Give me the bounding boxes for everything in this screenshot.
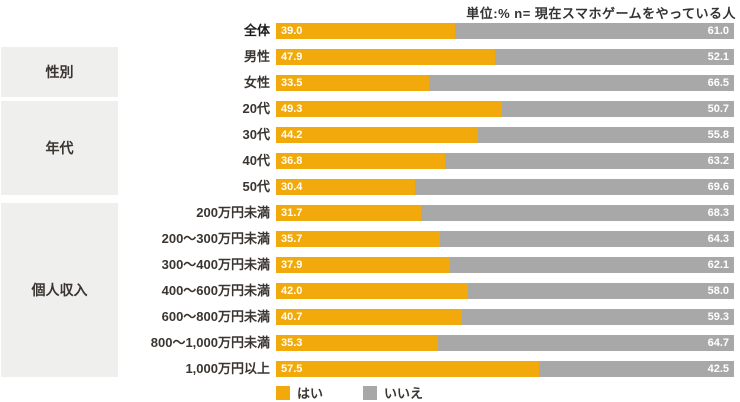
row-label: 200万円未満	[196, 205, 270, 220]
legend-swatch-yes	[276, 385, 290, 400]
bar-track: 31.7 68.3	[276, 205, 734, 221]
bar-segment-yes: 30.4	[276, 179, 416, 195]
bar-track: 36.8 63.2	[276, 153, 734, 169]
row-label: 1,000万円以上	[185, 361, 270, 376]
group-label-gender: 性別	[45, 64, 74, 80]
chart-row: 200万円未満 31.7 68.3	[0, 205, 740, 221]
bar-track: 42.0 58.0	[276, 283, 734, 299]
chart-row: 男性 47.9 52.1	[0, 49, 740, 65]
group-box-gender: 性別	[1, 47, 118, 97]
bar-segment-yes: 40.7	[276, 309, 463, 325]
group-box-income: 個人収入	[1, 203, 118, 377]
unit-note: 単位:% n= 現在スマホゲームをやっている人	[466, 6, 736, 21]
bar-segment-no: 52.1	[495, 49, 734, 65]
bar-rows-container: 全体 39.0 61.0 男性 47.9 52.1 女性 33.5 66.5 20代 49.3 50.…	[0, 23, 740, 387]
bar-segment-yes: 36.8	[276, 153, 445, 169]
bar-segment-yes: 37.9	[276, 257, 450, 273]
chart-row: 40代 36.8 63.2	[0, 153, 740, 169]
bar-track: 57.5 42.5	[276, 361, 734, 377]
bar-segment-no: 69.6	[415, 179, 734, 195]
row-label: 男性	[243, 49, 270, 64]
bar-track: 44.2 55.8	[276, 127, 734, 143]
row-label: 全体	[243, 23, 270, 38]
bar-segment-yes: 44.2	[276, 127, 479, 143]
bar-segment-no: 66.5	[429, 75, 734, 91]
legend-swatch-no	[363, 385, 378, 400]
chart-row: 50代 30.4 69.6	[0, 179, 740, 195]
bar-track: 35.7 64.3	[276, 231, 734, 247]
chart-row: 600〜800万円未満 40.7 59.3	[0, 309, 740, 325]
bar-segment-no: 42.5	[539, 361, 734, 377]
bar-segment-no: 64.3	[439, 231, 734, 247]
bar-segment-no: 58.0	[468, 283, 734, 299]
bar-track: 40.7 59.3	[276, 309, 734, 325]
legend: はい いいえ	[276, 383, 463, 402]
row-label: 30代	[242, 127, 270, 142]
chart-row: 20代 49.3 50.7	[0, 101, 740, 117]
row-label: 600〜800万円未満	[161, 309, 270, 324]
row-label: 300〜400万円未満	[161, 257, 270, 272]
chart-row: 1,000万円以上 57.5 42.5	[0, 361, 740, 377]
bar-segment-yes: 33.5	[276, 75, 430, 91]
group-box-age: 年代	[1, 101, 118, 195]
bar-segment-yes: 57.5	[276, 361, 540, 377]
bar-segment-no: 64.7	[437, 335, 734, 351]
group-label-age: 年代	[45, 140, 74, 156]
group-label-income: 個人収入	[31, 282, 88, 298]
chart-row: 300〜400万円未満 37.9 62.1	[0, 257, 740, 273]
bar-segment-no: 59.3	[462, 309, 734, 325]
bar-segment-yes: 39.0	[276, 23, 455, 39]
legend-label-no: いいえ	[384, 386, 424, 401]
bar-segment-yes: 42.0	[276, 283, 469, 299]
row-label: 40代	[242, 153, 270, 168]
bar-segment-yes: 35.3	[276, 335, 438, 351]
bar-track: 35.3 64.7	[276, 335, 734, 351]
bar-segment-no: 62.1	[449, 257, 734, 273]
bar-track: 47.9 52.1	[276, 49, 734, 65]
bar-segment-yes: 31.7	[276, 205, 422, 221]
row-label: 400〜600万円未満	[161, 283, 270, 298]
chart-row: 400〜600万円未満 42.0 58.0	[0, 283, 740, 299]
row-label: 20代	[242, 101, 270, 116]
bar-track: 37.9 62.1	[276, 257, 734, 273]
bar-segment-no: 63.2	[444, 153, 734, 169]
bar-segment-yes: 47.9	[276, 49, 496, 65]
row-label: 50代	[242, 179, 270, 194]
bar-segment-no: 68.3	[421, 205, 734, 221]
bar-track: 49.3 50.7	[276, 101, 734, 117]
bar-segment-no: 50.7	[501, 101, 734, 117]
row-label: 800〜1,000万円未満	[150, 335, 270, 350]
bar-track: 33.5 66.5	[276, 75, 734, 91]
chart-row: 30代 44.2 55.8	[0, 127, 740, 143]
chart-row: 全体 39.0 61.0	[0, 23, 740, 39]
bar-track: 30.4 69.6	[276, 179, 734, 195]
bar-segment-no: 55.8	[478, 127, 734, 143]
bar-segment-yes: 49.3	[276, 101, 502, 117]
legend-label-yes: はい	[297, 386, 324, 401]
bar-segment-yes: 35.7	[276, 231, 440, 247]
row-label: 女性	[243, 75, 270, 90]
chart-row: 女性 33.5 66.5	[0, 75, 740, 91]
bar-track: 39.0 61.0	[276, 23, 734, 39]
row-label: 200〜300万円未満	[161, 231, 270, 246]
legend-item-no: いいえ	[363, 383, 423, 402]
bar-segment-no: 61.0	[454, 23, 734, 39]
chart-row: 800〜1,000万円未満 35.3 64.7	[0, 335, 740, 351]
legend-item-yes: はい	[276, 383, 323, 402]
chart-row: 200〜300万円未満 35.7 64.3	[0, 231, 740, 247]
